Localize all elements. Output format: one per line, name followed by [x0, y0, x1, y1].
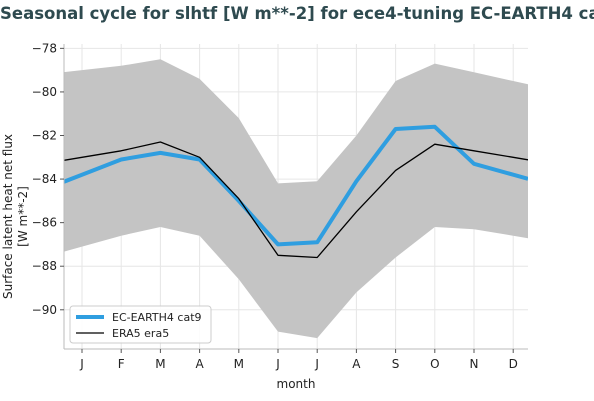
y-axis-label-line2: [W m**-2]	[16, 186, 30, 247]
x-tick-label: N	[470, 357, 479, 371]
series-line-ec-earth4-cat9	[64, 124, 528, 247]
x-tick-label: M	[234, 357, 244, 371]
y-tick-label: −82	[32, 129, 57, 143]
y-axis-label-line1: Surface latent heat net flux	[1, 134, 15, 299]
y-tick-label: −84	[32, 172, 57, 186]
x-tick-label: M	[155, 357, 165, 371]
y-tick-label: −78	[32, 41, 57, 55]
x-tick-label: F	[118, 357, 125, 371]
legend-box	[69, 305, 212, 344]
y-tick-label: −88	[32, 259, 57, 273]
legend-label-era5: ERA5 era5	[112, 327, 169, 340]
x-tick-label: A	[195, 357, 204, 371]
x-tick-label: J	[79, 357, 84, 371]
x-tick-label: A	[352, 357, 361, 371]
y-tick-label: −86	[32, 216, 57, 230]
series-line-era5	[64, 141, 528, 259]
y-tick-label: −90	[32, 303, 57, 317]
y-tick-label: −80	[32, 85, 57, 99]
chart-title: Seasonal cycle for slhtf [W m**-2] for e…	[0, 4, 594, 23]
series-layer	[64, 124, 528, 259]
x-tick-label: J	[275, 357, 280, 371]
x-tick-label: D	[509, 357, 518, 371]
x-axis-label: month	[277, 377, 316, 391]
x-tick-label: S	[392, 357, 400, 371]
x-tick-label: J	[314, 357, 319, 371]
legend-label-ec-earth4-cat9: EC-EARTH4 cat9	[112, 311, 202, 324]
legend: EC-EARTH4 cat9 ERA5 era5	[69, 305, 212, 344]
x-tick-label: O	[430, 357, 439, 371]
